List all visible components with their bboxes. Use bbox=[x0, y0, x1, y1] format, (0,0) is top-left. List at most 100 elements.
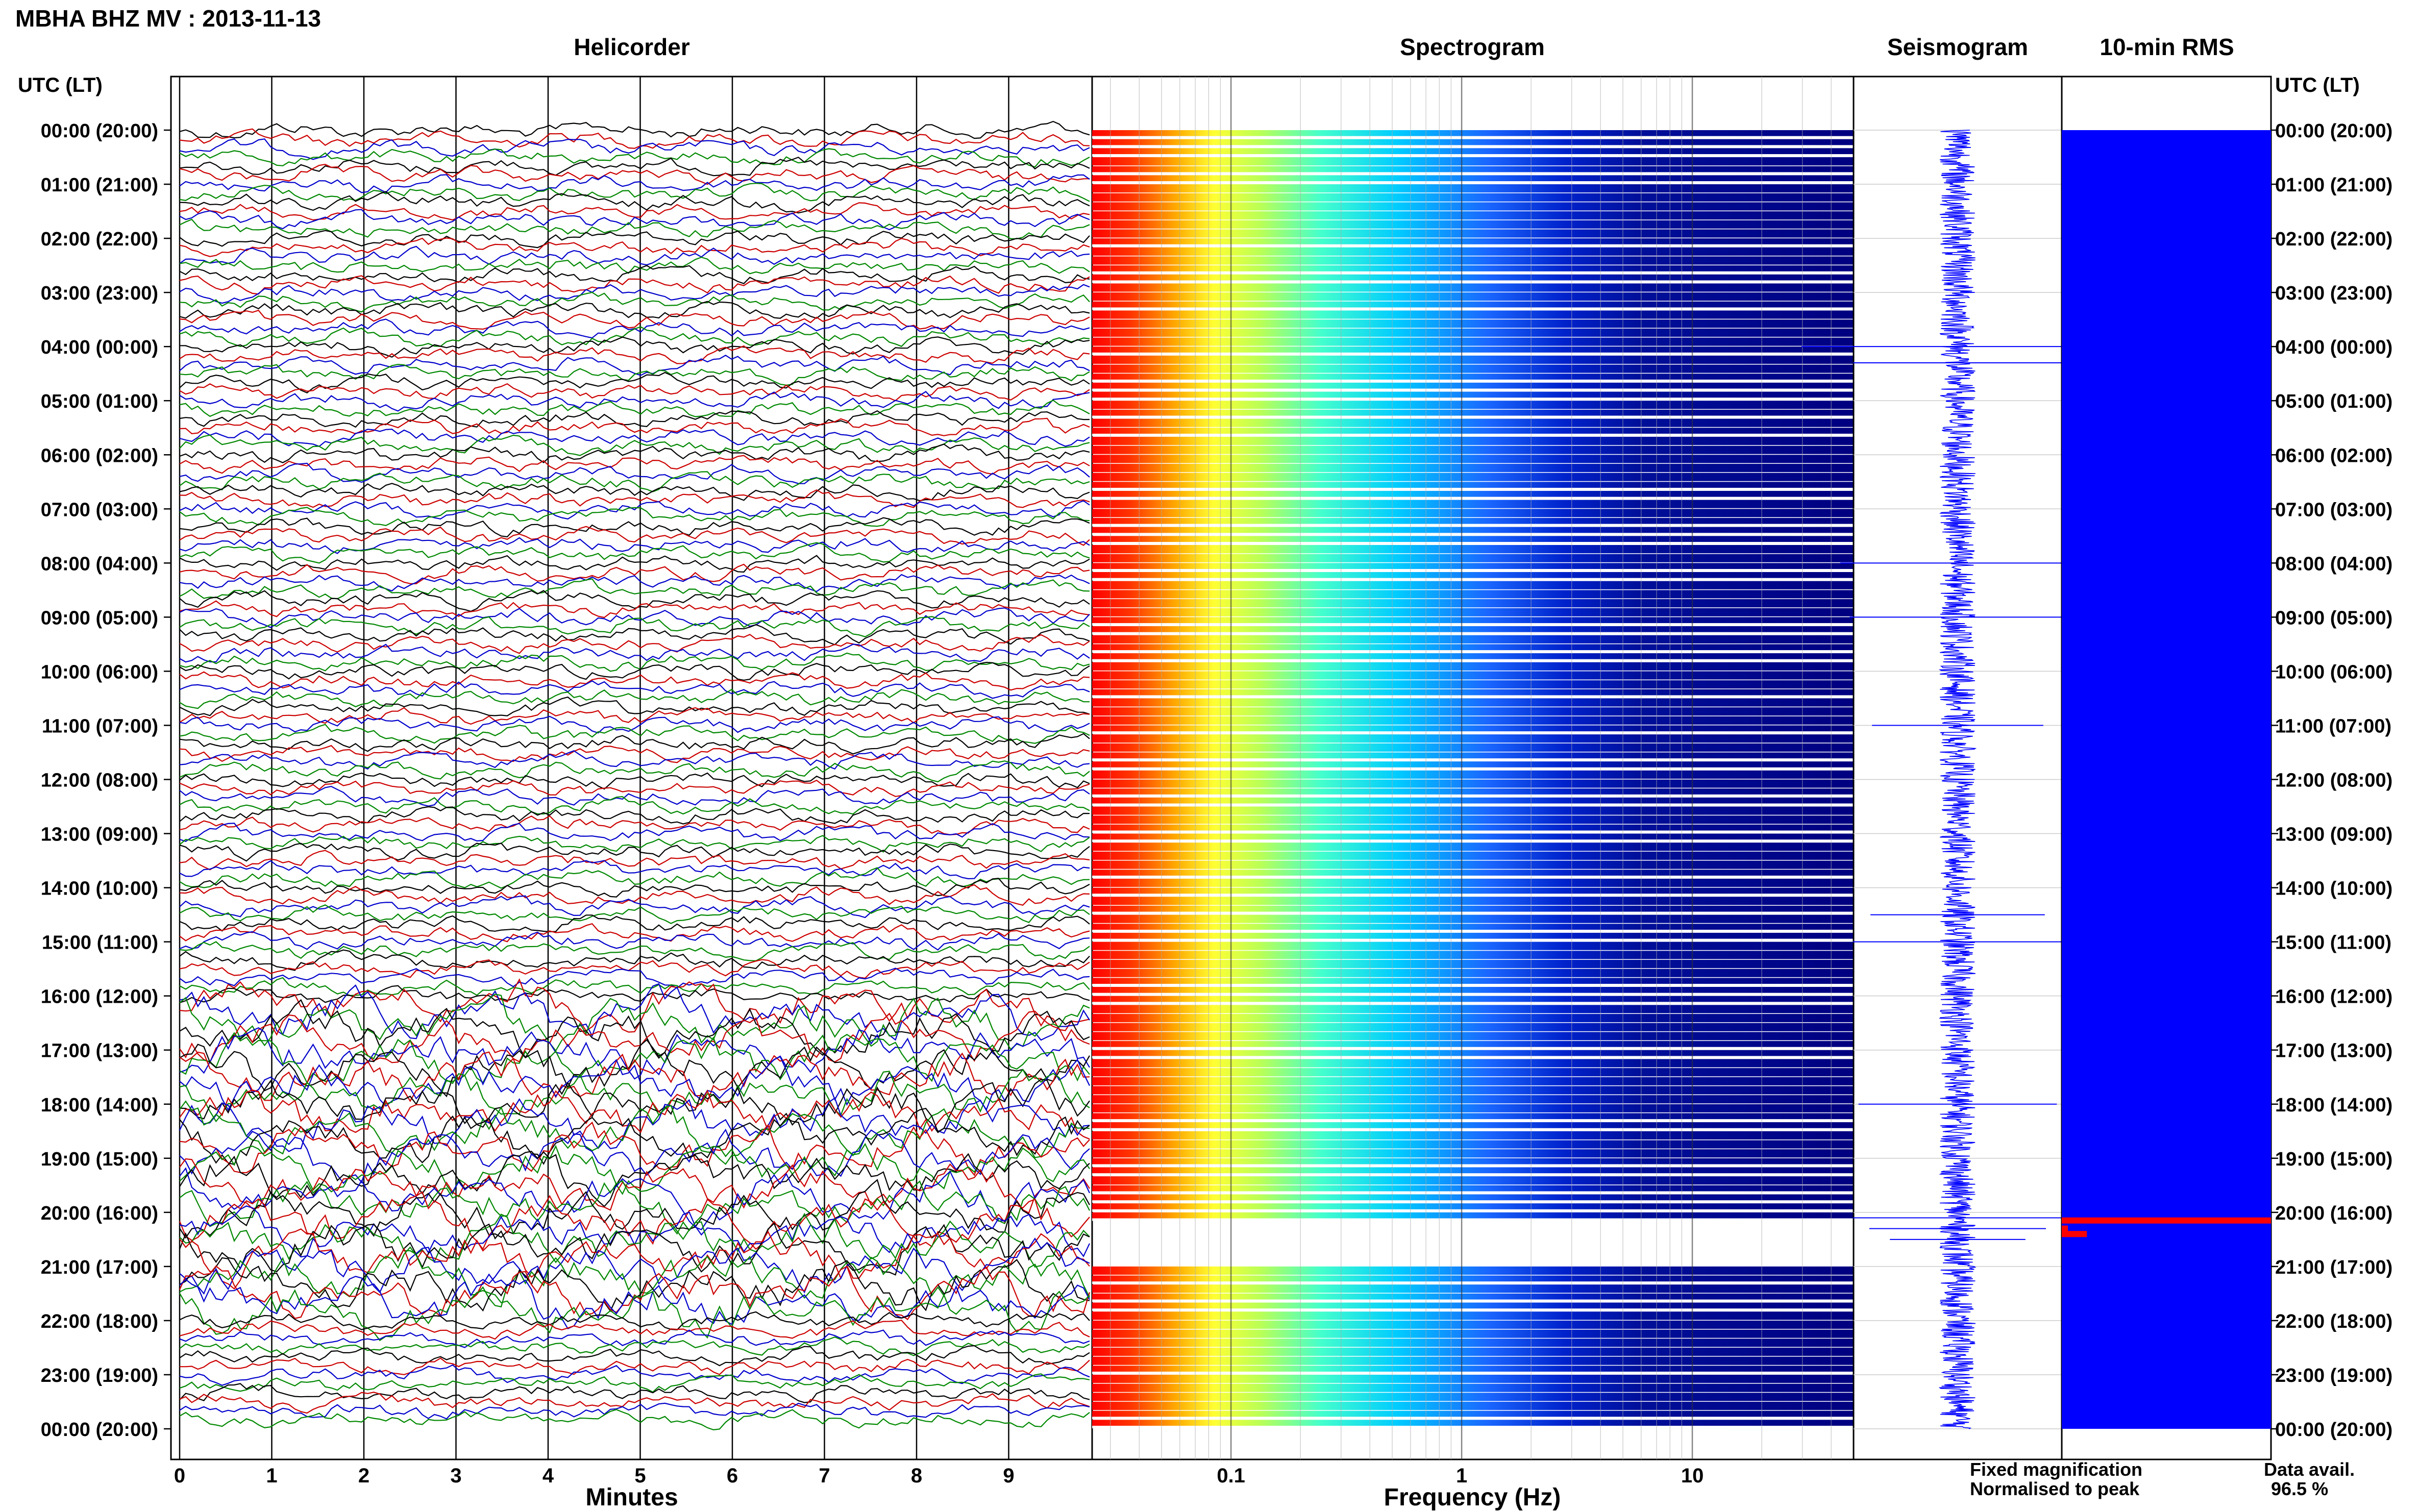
spectrogram-row bbox=[1092, 1005, 1854, 1013]
spectrogram-row bbox=[1092, 544, 1854, 554]
helicorder-trace bbox=[180, 1357, 1090, 1375]
time-label-left: 22:00 (18:00) bbox=[41, 1311, 158, 1332]
helicorder-trace bbox=[179, 823, 1090, 842]
spectrogram-gap-line bbox=[1092, 659, 1854, 662]
spectrogram-gap-line bbox=[1092, 650, 1854, 653]
helicorder-trace bbox=[179, 120, 1090, 139]
spectrogram-row bbox=[1092, 590, 1854, 599]
helicorder-trace bbox=[179, 138, 1090, 160]
spectrogram-row bbox=[1092, 211, 1854, 220]
spectrogram-row bbox=[1092, 1077, 1854, 1085]
helicorder-trace bbox=[179, 1329, 1090, 1348]
helicorder-trace bbox=[179, 1402, 1090, 1420]
time-label-left: 14:00 (10:00) bbox=[41, 878, 158, 900]
spectrogram-row bbox=[1092, 698, 1854, 707]
spectrogram-row bbox=[1092, 1149, 1854, 1158]
helicorder-trace bbox=[179, 284, 1090, 304]
spectrogram-gap-line bbox=[1092, 1119, 1854, 1122]
spectrogram-gap-line bbox=[1092, 524, 1854, 527]
helicorder-trace bbox=[179, 309, 1090, 330]
time-header-left: UTC (LT) bbox=[18, 74, 103, 96]
helicorder-trace bbox=[179, 696, 1090, 716]
time-label-right: 01:00 (21:00) bbox=[2275, 175, 2392, 196]
spectrogram-xtick-label: 0.1 bbox=[1217, 1465, 1245, 1487]
helicorder-xtick-label: 4 bbox=[542, 1465, 554, 1487]
helicorder-trace bbox=[179, 1010, 1090, 1063]
spectrogram-row bbox=[1092, 1068, 1854, 1077]
spectrogram-row bbox=[1092, 1393, 1854, 1401]
rms-title: 10-min RMS bbox=[2100, 34, 2234, 60]
time-label-right: 14:00 (10:00) bbox=[2275, 878, 2392, 900]
helicorder-trace bbox=[179, 994, 1090, 1052]
helicorder-xtick-label: 8 bbox=[911, 1465, 922, 1487]
helicorder-title: Helicorder bbox=[574, 34, 690, 60]
spectrogram-row bbox=[1092, 815, 1854, 824]
helicorder-trace bbox=[179, 1051, 1090, 1103]
station-title: MBHA BHZ MV : 2013-11-13 bbox=[15, 5, 321, 32]
time-label-left: 18:00 (14:00) bbox=[41, 1095, 158, 1116]
helicorder-trace bbox=[179, 867, 1090, 889]
time-label-right: 13:00 (09:00) bbox=[2275, 824, 2392, 846]
spectrogram-gap-line bbox=[1092, 1218, 1854, 1221]
helicorder-xtick-label: 3 bbox=[450, 1465, 461, 1487]
spectrogram-row bbox=[1092, 328, 1854, 337]
helicorder-trace bbox=[179, 1212, 1090, 1268]
spectrogram-gap-line bbox=[1092, 803, 1854, 806]
spectrogram-gap-line bbox=[1092, 181, 1854, 184]
helicorder-trace bbox=[179, 462, 1090, 484]
spectrogram-row bbox=[1092, 851, 1854, 860]
spectrogram-gap-line bbox=[1092, 1056, 1854, 1059]
spectrogram-row bbox=[1092, 707, 1854, 716]
helicorder-trace bbox=[179, 1180, 1090, 1235]
helicorder-trace bbox=[179, 230, 1090, 249]
spectrogram-gap-line bbox=[1092, 830, 1854, 833]
legend-fixed-magnification: Fixed magnification bbox=[1970, 1459, 2142, 1480]
helicorder-trace bbox=[179, 1373, 1090, 1393]
spectrogram-row bbox=[1092, 941, 1854, 950]
spectrogram-gap-line bbox=[1092, 695, 1854, 698]
spectrogram-gap-line bbox=[1092, 1128, 1854, 1131]
helicorder-trace bbox=[179, 600, 1090, 618]
helicorder-trace bbox=[179, 326, 1090, 348]
spectrogram-row bbox=[1092, 680, 1854, 689]
spectrogram-row bbox=[1092, 599, 1854, 608]
helicorder-trace bbox=[179, 850, 1090, 871]
spectrogram-row bbox=[1092, 247, 1854, 256]
spectrogram-row bbox=[1092, 202, 1854, 211]
helicorder-trace bbox=[179, 400, 1090, 417]
helicorder-trace bbox=[179, 245, 1090, 266]
spectrogram-title: Spectrogram bbox=[1400, 34, 1545, 60]
helicorder-trace bbox=[179, 191, 1090, 214]
helicorder-trace bbox=[179, 275, 1090, 295]
spectrogram-row bbox=[1092, 283, 1854, 292]
spectrogram-gap-line bbox=[1092, 632, 1854, 635]
time-label-left: 20:00 (16:00) bbox=[41, 1203, 158, 1224]
helicorder-trace bbox=[179, 607, 1090, 628]
spectrogram-row bbox=[1092, 734, 1854, 743]
helicorder-trace bbox=[179, 923, 1090, 943]
spectrogram-gap-line bbox=[1092, 1002, 1854, 1005]
spectrogram-gap-line bbox=[1092, 983, 1854, 986]
spectrogram-row bbox=[1092, 436, 1854, 445]
spectrogram-gap-line bbox=[1092, 271, 1854, 274]
spectrogram-row bbox=[1092, 445, 1854, 454]
time-label-left: 05:00 (01:00) bbox=[41, 391, 158, 412]
helicorder-trace bbox=[179, 590, 1090, 612]
spectrogram-gap-line bbox=[1092, 307, 1854, 310]
helicorder-trace bbox=[179, 842, 1090, 862]
helicorder-trace bbox=[179, 760, 1090, 783]
helicorder-trace bbox=[179, 345, 1090, 364]
spectrogram-gap-line bbox=[1092, 569, 1854, 572]
helicorder-xtick-label: 1 bbox=[266, 1465, 277, 1487]
time-label-left: 21:00 (17:00) bbox=[41, 1257, 158, 1278]
helicorder-trace bbox=[179, 164, 1090, 185]
time-label-left: 16:00 (12:00) bbox=[41, 986, 158, 1008]
spectrogram-row bbox=[1092, 969, 1854, 977]
time-label-left: 02:00 (22:00) bbox=[41, 229, 158, 250]
helicorder-trace bbox=[179, 643, 1090, 663]
seismogram-title: Seismogram bbox=[1887, 34, 2028, 60]
helicorder-trace bbox=[179, 634, 1090, 654]
time-label-right: 05:00 (01:00) bbox=[2275, 391, 2392, 412]
helicorder-trace bbox=[179, 983, 1090, 1041]
helicorder-trace bbox=[179, 489, 1090, 508]
